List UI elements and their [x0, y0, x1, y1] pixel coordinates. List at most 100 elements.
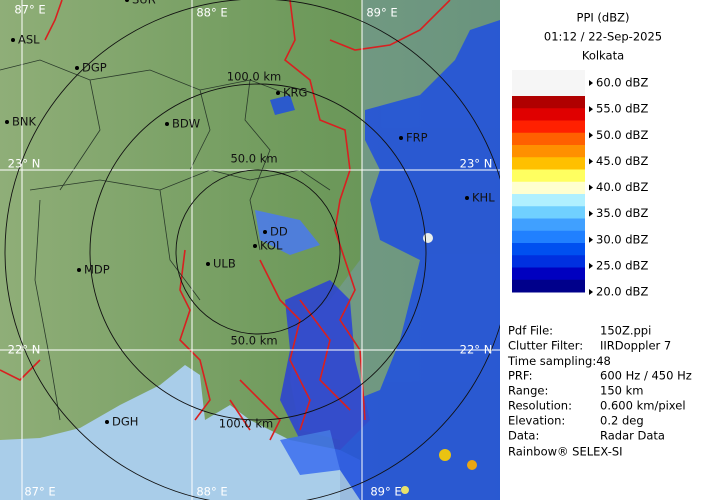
city-dot — [263, 230, 267, 234]
scale-band — [512, 206, 585, 219]
city-dot — [399, 136, 403, 140]
info-value: 150 km — [600, 384, 643, 398]
scale-band — [512, 230, 585, 244]
scale-label: 25.0 dBZ — [596, 258, 648, 272]
panel-title: PPI (dBZ) — [577, 11, 630, 25]
scale-label: 35.0 dBZ — [596, 206, 648, 220]
scale-label: 55.0 dBZ — [596, 102, 648, 116]
city-label: BNK — [12, 115, 36, 129]
info-key: Clutter Filter: — [508, 339, 583, 353]
info-key: Pdf File: — [508, 324, 553, 338]
scale-top — [512, 70, 585, 96]
scale-band — [512, 157, 585, 170]
grid-label: 87° E — [14, 3, 45, 17]
grid-label: 23° N — [460, 157, 493, 171]
info-value: 150Z.ppi — [600, 324, 651, 338]
info-row: Time sampling:48 — [507, 354, 611, 368]
city-dot — [125, 0, 129, 2]
info-value: 600 Hz / 450 Hz — [600, 369, 692, 383]
city-dot — [5, 120, 9, 124]
city-dot — [253, 244, 257, 248]
grid-label: 89° E — [366, 6, 397, 20]
labels: 87° E 88° E 89° E 87° E 88° E 89° E 23° N 22° N… — [5, 0, 692, 499]
info-key: Time sampling: — [507, 354, 596, 368]
city-label: DGH — [112, 415, 138, 429]
scale-label: 45.0 dBZ — [596, 154, 648, 168]
grid-label: 22° N — [8, 343, 41, 357]
city-label: FRP — [406, 131, 428, 145]
city-label: ULB — [213, 257, 236, 271]
city-dot — [105, 420, 109, 424]
scale-band — [512, 218, 585, 232]
ring-label: 100.0 km — [219, 417, 273, 431]
city-dot — [276, 91, 280, 95]
borders — [0, 0, 451, 441]
sea — [0, 365, 360, 500]
info-value: 48 — [596, 354, 611, 368]
city-dot — [77, 268, 81, 272]
scale-arrow — [589, 210, 593, 217]
scale-label: 60.0 dBZ — [596, 76, 648, 90]
city-label: SUR — [132, 0, 156, 7]
city-label: MDP — [84, 263, 110, 277]
grid-label: 89° E — [370, 485, 401, 499]
scale-band — [512, 169, 585, 183]
ring-label: 50.0 km — [230, 334, 277, 348]
ring-label: 100.0 km — [227, 70, 281, 84]
scale-band — [512, 255, 585, 268]
city-dot — [206, 262, 210, 266]
city-dot — [11, 38, 15, 42]
city-dot — [75, 66, 79, 70]
grid-label: 23° N — [8, 157, 41, 171]
scale-band — [512, 279, 585, 293]
scale-label: 30.0 dBZ — [596, 232, 648, 246]
info-key: Elevation: — [508, 414, 565, 428]
scale-band — [512, 120, 585, 134]
grid-label: 88° E — [196, 485, 227, 499]
scale-band — [512, 194, 585, 207]
grid-label: 88° E — [196, 6, 227, 20]
scale-arrow — [589, 262, 593, 269]
info-value: 0.2 deg — [600, 414, 644, 428]
grid-label: 22° N — [460, 343, 493, 357]
city-dot — [165, 122, 169, 126]
scale-arrow — [589, 132, 593, 139]
city-label: DGP — [82, 61, 107, 75]
scale-band — [512, 145, 585, 158]
scale-arrow — [589, 80, 593, 86]
scale-band — [512, 96, 585, 109]
scale-arrow — [589, 158, 593, 165]
panel-site: Kolkata — [582, 49, 624, 63]
info-value: IIRDoppler 7 — [600, 339, 671, 353]
info-value: Radar Data — [600, 429, 665, 443]
city-label: ASL — [18, 33, 40, 47]
scale-arrow — [589, 106, 593, 113]
scale-band — [512, 267, 585, 281]
info-key: Data: — [508, 429, 539, 443]
scale-band — [512, 181, 585, 195]
scale-label: 50.0 dBZ — [596, 128, 648, 142]
scale-arrow — [589, 236, 593, 243]
info-key: PRF: — [508, 369, 533, 383]
scale-band — [512, 108, 585, 121]
scale-label: 40.0 dBZ — [596, 180, 648, 194]
scale-label: 20.0 dBZ — [596, 285, 648, 299]
info-key: Range: — [508, 384, 548, 398]
info-key: Resolution: — [508, 399, 572, 413]
city-label: DD — [270, 225, 288, 239]
scale-arrow — [589, 289, 593, 295]
city-label: BDW — [172, 117, 200, 131]
color-scale — [512, 70, 585, 293]
city-dot — [465, 196, 469, 200]
scale-band — [512, 132, 585, 146]
scale-band — [512, 243, 585, 256]
info-value: 0.600 km/pixel — [600, 399, 686, 413]
city-label: KRG — [283, 86, 307, 100]
footer: Rainbow® SELEX-SI — [508, 445, 623, 459]
ring-label: 50.0 km — [230, 152, 277, 166]
scale-arrow — [589, 184, 593, 191]
city-label: KHL — [472, 191, 495, 205]
grid-label: 87° E — [24, 485, 55, 499]
